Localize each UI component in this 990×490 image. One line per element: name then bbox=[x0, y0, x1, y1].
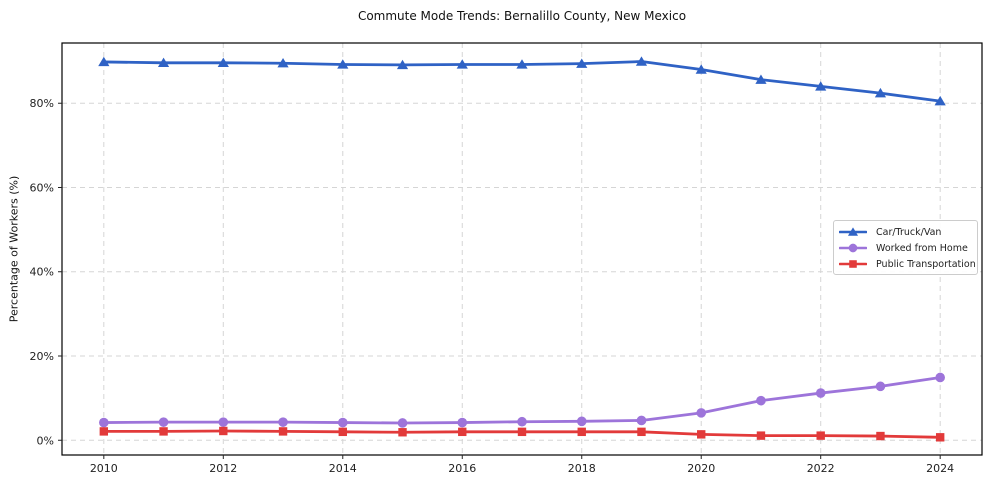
chart-title: Commute Mode Trends: Bernalillo County, … bbox=[357, 9, 687, 23]
legend: Car/Truck/Van Worked from Home Public Tran… bbox=[833, 220, 978, 275]
legend-item: Car/Truck/Van bbox=[839, 224, 971, 240]
data-point-marker bbox=[457, 417, 468, 428]
legend-label: Worked from Home bbox=[876, 242, 968, 254]
data-point-marker bbox=[635, 56, 648, 66]
data-point-marker bbox=[875, 381, 886, 392]
data-point-marker bbox=[516, 59, 528, 69]
data-point-marker bbox=[815, 81, 827, 91]
data-point-marker bbox=[158, 417, 169, 427]
legend-label: Car/Truck/Van bbox=[876, 226, 942, 238]
legend-sample-marker bbox=[847, 227, 859, 236]
data-point-marker bbox=[99, 427, 109, 436]
data-point-marker bbox=[338, 427, 347, 437]
data-point-marker bbox=[278, 417, 288, 427]
series-line bbox=[102, 376, 942, 425]
data-point-marker bbox=[517, 427, 527, 437]
data-point-marker bbox=[396, 59, 409, 70]
data-point-marker bbox=[157, 57, 170, 67]
legend-triangle-icon bbox=[839, 227, 867, 236]
legend-sample-marker bbox=[848, 243, 858, 253]
data-point-marker bbox=[577, 427, 586, 437]
data-point-marker bbox=[815, 388, 826, 398]
data-point-marker bbox=[935, 372, 945, 383]
y-tick-label: 40% bbox=[30, 266, 54, 279]
data-point-marker bbox=[636, 415, 647, 426]
axes-frame bbox=[61, 42, 983, 456]
data-point-marker bbox=[218, 417, 229, 427]
data-point-marker bbox=[98, 56, 110, 67]
x-tick-label: 2022 bbox=[807, 462, 835, 475]
data-point-marker bbox=[755, 74, 767, 84]
legend-item: Worked from Home bbox=[839, 240, 971, 256]
data-point-marker bbox=[756, 395, 766, 406]
data-point-marker bbox=[876, 431, 885, 441]
data-point-marker bbox=[934, 95, 946, 106]
x-tick-label: 2018 bbox=[568, 462, 596, 475]
legend-item: Public Transportation bbox=[839, 256, 976, 272]
data-point-marker bbox=[874, 87, 887, 98]
data-point-marker bbox=[458, 427, 467, 437]
data-point-marker bbox=[99, 417, 109, 428]
data-point-marker bbox=[695, 64, 707, 74]
data-point-marker bbox=[456, 59, 468, 69]
data-point-marker bbox=[935, 433, 945, 442]
x-tick-label: 2020 bbox=[687, 462, 715, 475]
data-point-marker bbox=[397, 418, 408, 428]
x-tick-label: 2012 bbox=[209, 462, 237, 475]
data-point-marker bbox=[337, 417, 348, 428]
data-point-marker bbox=[576, 58, 588, 68]
data-point-marker bbox=[697, 430, 706, 439]
y-tick-label: 20% bbox=[30, 350, 54, 363]
legend-sample-marker bbox=[849, 260, 857, 268]
data-point-marker bbox=[219, 426, 228, 436]
data-point-marker bbox=[696, 408, 707, 418]
data-point-marker bbox=[277, 58, 289, 68]
data-point-marker bbox=[576, 416, 587, 427]
data-point-marker bbox=[517, 416, 527, 427]
y-tick-label: 60% bbox=[30, 181, 54, 194]
y-tick-label: 0% bbox=[37, 434, 54, 447]
legend-square-icon bbox=[839, 260, 867, 268]
x-tick-label: 2014 bbox=[329, 462, 357, 475]
data-point-marker bbox=[159, 427, 168, 436]
legend-circle-icon bbox=[839, 243, 867, 253]
x-tick-label: 2010 bbox=[90, 462, 118, 475]
data-point-marker bbox=[816, 431, 825, 440]
data-point-marker bbox=[637, 427, 646, 437]
data-point-marker bbox=[278, 427, 288, 436]
data-point-marker bbox=[337, 59, 349, 69]
y-tick-label: 80% bbox=[30, 97, 54, 110]
data-point-marker bbox=[398, 428, 407, 437]
data-point-marker bbox=[756, 431, 766, 440]
x-tick-label: 2024 bbox=[926, 462, 954, 475]
x-tick-label: 2016 bbox=[448, 462, 476, 475]
legend-label: Public Transportation bbox=[876, 258, 976, 270]
data-point-marker bbox=[217, 57, 229, 67]
